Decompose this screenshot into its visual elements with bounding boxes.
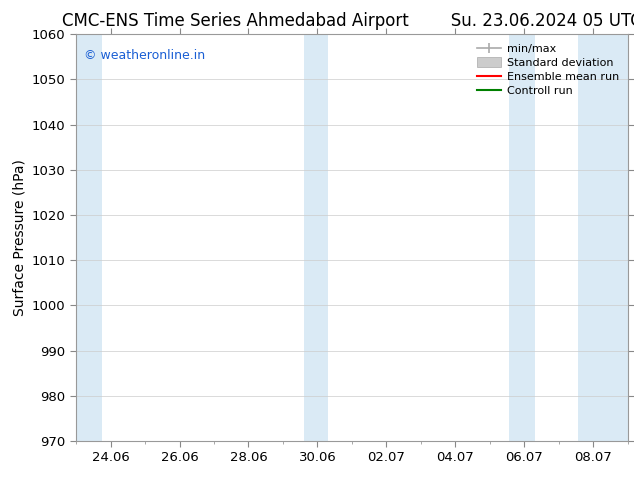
Text: © weatheronline.in: © weatheronline.in bbox=[84, 49, 205, 62]
Y-axis label: Surface Pressure (hPa): Surface Pressure (hPa) bbox=[12, 159, 27, 316]
Bar bbox=[76, 34, 102, 441]
Bar bbox=[304, 34, 328, 441]
Bar bbox=[509, 34, 534, 441]
Legend: min/max, Standard deviation, Ensemble mean run, Controll run: min/max, Standard deviation, Ensemble me… bbox=[473, 40, 622, 99]
Bar bbox=[578, 34, 628, 441]
Title: CMC-ENS Time Series Ahmedabad Airport        Su. 23.06.2024 05 UTC: CMC-ENS Time Series Ahmedabad Airport Su… bbox=[62, 12, 634, 30]
